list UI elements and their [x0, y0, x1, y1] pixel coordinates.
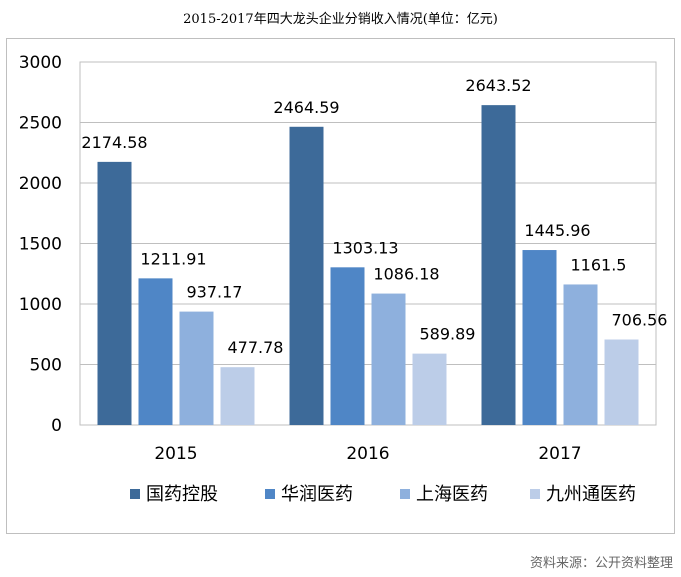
legend-swatch	[400, 489, 410, 499]
legend-label: 九州通医药	[546, 484, 636, 505]
data-label: 1211.91	[140, 249, 206, 268]
data-label: 2643.52	[465, 76, 531, 95]
data-label: 1161.5	[571, 255, 627, 274]
bar-九州通医药-2017	[604, 339, 639, 425]
data-label: 1445.96	[524, 221, 590, 240]
legend-swatch	[130, 489, 140, 499]
y-tick-label: 1000	[19, 295, 62, 315]
bar-华润医药-2016	[330, 267, 365, 425]
chart-title: 2015-2017年四大龙头企业分销收入情况(单位：亿元)	[183, 12, 498, 27]
x-tick-label: 2015	[154, 444, 197, 464]
data-label: 2174.58	[81, 133, 147, 152]
y-tick-label: 1500	[19, 235, 62, 255]
bar-上海医药-2016	[371, 293, 406, 425]
bar-上海医药-2017	[563, 284, 598, 425]
legend-label: 上海医药	[416, 484, 488, 505]
bar-国药控股-2017	[481, 105, 516, 425]
data-label: 1086.18	[373, 265, 439, 284]
y-tick-label: 500	[30, 356, 62, 376]
bar-华润医药-2017	[522, 250, 557, 425]
data-label: 2464.59	[273, 98, 339, 117]
data-label: 937.17	[187, 283, 243, 302]
data-label: 477.78	[228, 338, 284, 357]
bar-国药控股-2015	[97, 161, 132, 425]
data-label: 1303.13	[332, 238, 398, 257]
data-label: 706.56	[612, 311, 668, 330]
bar-国药控股-2016	[289, 126, 324, 425]
y-tick-label: 2500	[19, 114, 62, 134]
y-tick-label: 0	[51, 416, 62, 436]
data-label: 589.89	[420, 325, 476, 344]
x-tick-label: 2017	[538, 444, 581, 464]
y-tick-label: 3000	[19, 53, 62, 73]
legend-label: 国药控股	[146, 484, 218, 505]
chart-frame	[6, 38, 675, 534]
bar-九州通医药-2016	[412, 353, 447, 425]
bar-九州通医药-2015	[220, 367, 255, 425]
x-tick-label: 2016	[346, 444, 389, 464]
legend-label: 华润医药	[281, 484, 353, 505]
legend-swatch	[530, 489, 540, 499]
source-note: 资料来源：公开资料整理	[529, 556, 673, 571]
bar-华润医药-2015	[138, 278, 173, 425]
legend-swatch	[265, 489, 275, 499]
bar-上海医药-2015	[179, 311, 214, 425]
y-tick-label: 2000	[19, 174, 62, 194]
